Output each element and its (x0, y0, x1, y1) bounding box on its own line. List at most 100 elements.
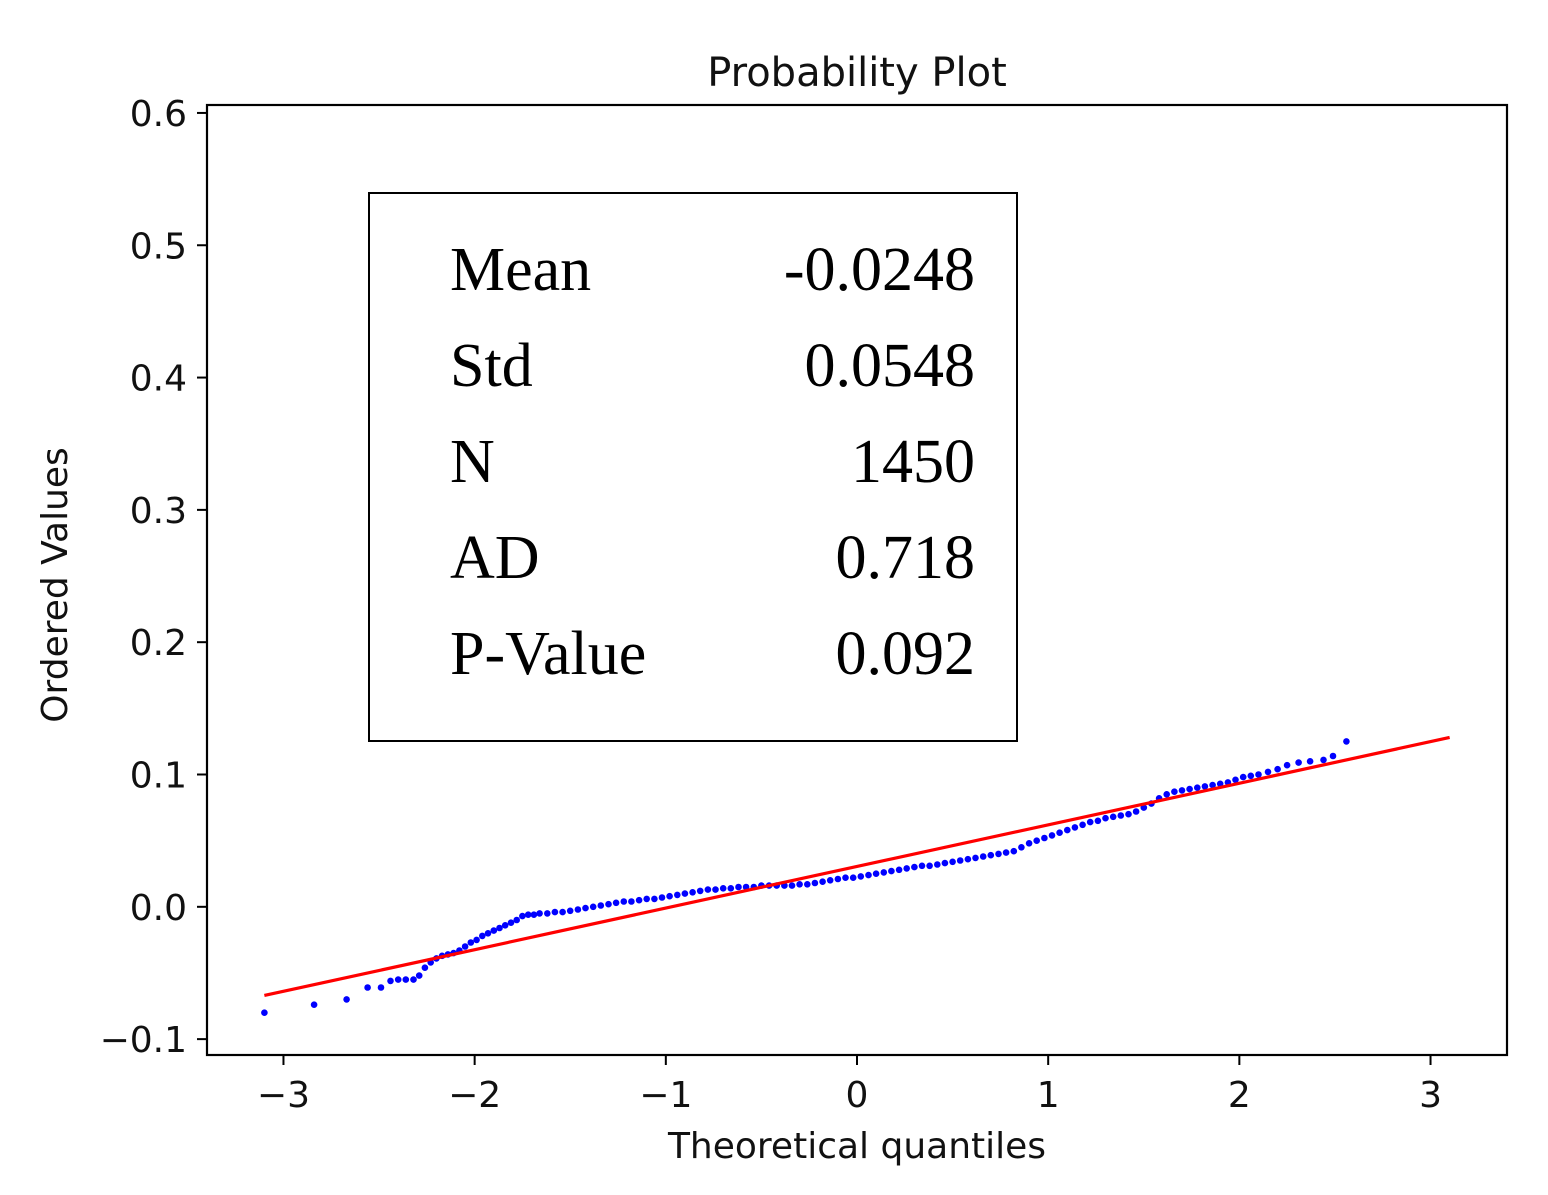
x-tick-label: 1 (1037, 1075, 1060, 1116)
data-point (536, 910, 543, 917)
y-tick-label: 0.0 (130, 888, 187, 929)
chart-title: Probability Plot (707, 50, 1007, 96)
data-point (995, 850, 1002, 858)
data-point (261, 1009, 268, 1016)
data-point (387, 977, 394, 985)
stats-value: 0.718 (836, 524, 976, 592)
data-point (551, 908, 559, 916)
data-point (421, 964, 429, 971)
data-point (979, 853, 987, 860)
data-point (402, 976, 410, 983)
data-point (1209, 781, 1216, 789)
data-point (1178, 787, 1186, 794)
data-point (696, 887, 704, 895)
data-point (612, 899, 620, 907)
stats-label: P-Value (450, 620, 646, 688)
data-point (1002, 849, 1010, 856)
data-point (1086, 818, 1094, 826)
plot-area (261, 735, 1450, 1016)
fit-line (264, 735, 1450, 998)
data-point (582, 904, 589, 912)
data-point (834, 875, 842, 883)
data-point (712, 886, 719, 893)
stats-label: Mean (450, 236, 591, 304)
data-point (415, 972, 423, 979)
x-tick-label: 3 (1419, 1075, 1442, 1116)
data-point (513, 916, 520, 924)
data-point (872, 870, 880, 877)
data-point (377, 984, 385, 991)
data-point (956, 857, 964, 864)
y-tick-label: 0.5 (130, 226, 187, 267)
data-point (941, 859, 949, 867)
data-point (1071, 824, 1079, 831)
data-point (364, 984, 371, 991)
data-point (1056, 829, 1063, 836)
data-point (926, 862, 933, 870)
y-axis-ticks: −0.1 0.0 0.1 0.2 0.3 0.4 0.5 0.6 (100, 94, 207, 1061)
data-point (1283, 761, 1291, 769)
data-point (628, 898, 635, 905)
data-point (880, 869, 888, 876)
data-point (1329, 752, 1337, 760)
data-point (796, 881, 803, 888)
data-point (394, 976, 402, 983)
data-point (1102, 814, 1109, 822)
data-point (903, 865, 910, 872)
data-point (849, 874, 857, 881)
data-point (934, 861, 941, 868)
data-point (1033, 837, 1040, 844)
data-point (559, 908, 566, 916)
data-point (620, 898, 628, 905)
data-point (651, 895, 658, 903)
data-point (635, 896, 643, 904)
stats-label: Std (450, 332, 533, 400)
data-point (658, 894, 666, 901)
data-point (788, 882, 796, 889)
data-point (496, 924, 503, 932)
data-point (1320, 756, 1327, 764)
data-point (597, 902, 605, 909)
data-point (1132, 808, 1140, 815)
data-point (484, 930, 492, 937)
data-point (461, 943, 469, 950)
data-point (1125, 810, 1132, 818)
data-point (524, 911, 532, 918)
data-point (704, 886, 712, 893)
data-point (574, 906, 582, 913)
data-point (1171, 788, 1178, 795)
data-point (544, 910, 551, 917)
data-point (530, 911, 538, 918)
data-point (719, 885, 727, 892)
data-point (819, 878, 826, 885)
data-point (1264, 768, 1272, 776)
data-point (1010, 847, 1018, 855)
data-point (1094, 817, 1102, 825)
data-point (911, 863, 918, 871)
data-point (1194, 784, 1201, 791)
data-point (1274, 765, 1281, 773)
data-point (857, 873, 865, 880)
y-tick-label: 0.1 (130, 755, 187, 796)
x-axis-label: Theoretical quantiles (667, 1126, 1046, 1167)
data-point (987, 851, 995, 859)
data-point (501, 922, 509, 929)
data-point (1295, 759, 1302, 766)
y-tick-label: 0.3 (130, 491, 187, 532)
x-tick-label: −1 (639, 1075, 692, 1116)
data-point (1109, 813, 1117, 821)
data-point (888, 867, 895, 875)
y-tick-label: 0.2 (130, 623, 187, 664)
data-point (566, 907, 574, 915)
y-tick-label: −0.1 (100, 1020, 187, 1061)
data-point (1201, 783, 1209, 790)
data-point (1232, 776, 1239, 784)
data-point (949, 858, 956, 866)
data-point (1025, 840, 1033, 847)
data-point (479, 932, 486, 940)
stats-label: N (450, 428, 495, 496)
data-point (964, 855, 972, 863)
data-point (1247, 772, 1255, 780)
data-point (918, 862, 926, 870)
